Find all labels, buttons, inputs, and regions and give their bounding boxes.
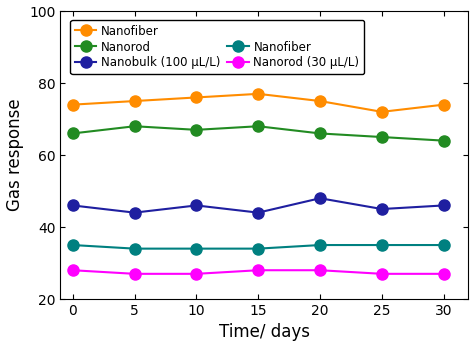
Nanofiber xyxy=(193,247,199,251)
Nanofiber xyxy=(132,247,137,251)
Nanobulk (100 μL/L) xyxy=(441,203,447,208)
Line: Nanorod: Nanorod xyxy=(67,121,449,146)
Nanofiber xyxy=(70,243,75,247)
Nanorod xyxy=(441,138,447,143)
Nanofiber xyxy=(255,247,261,251)
Nanofiber xyxy=(255,92,261,96)
Nanofiber xyxy=(379,243,385,247)
Nanorod (30 μL/L) xyxy=(132,272,137,276)
Nanorod (30 μL/L) xyxy=(379,272,385,276)
Nanorod xyxy=(255,124,261,128)
Nanorod xyxy=(193,128,199,132)
Nanobulk (100 μL/L) xyxy=(70,203,75,208)
Nanorod xyxy=(379,135,385,139)
Line: Nanofiber: Nanofiber xyxy=(67,88,449,117)
Line: Nanobulk (100 μL/L): Nanobulk (100 μL/L) xyxy=(67,193,449,218)
Nanofiber xyxy=(317,99,323,103)
Nanofiber xyxy=(132,99,137,103)
X-axis label: Time/ days: Time/ days xyxy=(219,323,310,341)
Nanorod (30 μL/L) xyxy=(255,268,261,272)
Nanofiber xyxy=(379,110,385,114)
Nanorod xyxy=(132,124,137,128)
Nanorod xyxy=(70,132,75,136)
Nanorod (30 μL/L) xyxy=(317,268,323,272)
Nanorod (30 μL/L) xyxy=(70,268,75,272)
Nanofiber xyxy=(317,243,323,247)
Line: Nanofiber: Nanofiber xyxy=(67,239,449,254)
Line: Nanorod (30 μL/L): Nanorod (30 μL/L) xyxy=(67,265,449,279)
Nanofiber xyxy=(441,103,447,107)
Nanobulk (100 μL/L) xyxy=(193,203,199,208)
Nanorod xyxy=(317,132,323,136)
Nanofiber xyxy=(441,243,447,247)
Nanobulk (100 μL/L) xyxy=(317,196,323,200)
Legend: Nanofiber, Nanorod, Nanobulk (100 μL/L), , Nanofiber, Nanorod (30 μL/L): Nanofiber, Nanorod, Nanobulk (100 μL/L),… xyxy=(70,20,364,74)
Y-axis label: Gas response: Gas response xyxy=(6,99,24,211)
Nanofiber xyxy=(70,103,75,107)
Nanobulk (100 μL/L) xyxy=(132,211,137,215)
Nanofiber xyxy=(193,95,199,100)
Nanobulk (100 μL/L) xyxy=(255,211,261,215)
Nanobulk (100 μL/L) xyxy=(379,207,385,211)
Nanorod (30 μL/L) xyxy=(193,272,199,276)
Nanorod (30 μL/L) xyxy=(441,272,447,276)
